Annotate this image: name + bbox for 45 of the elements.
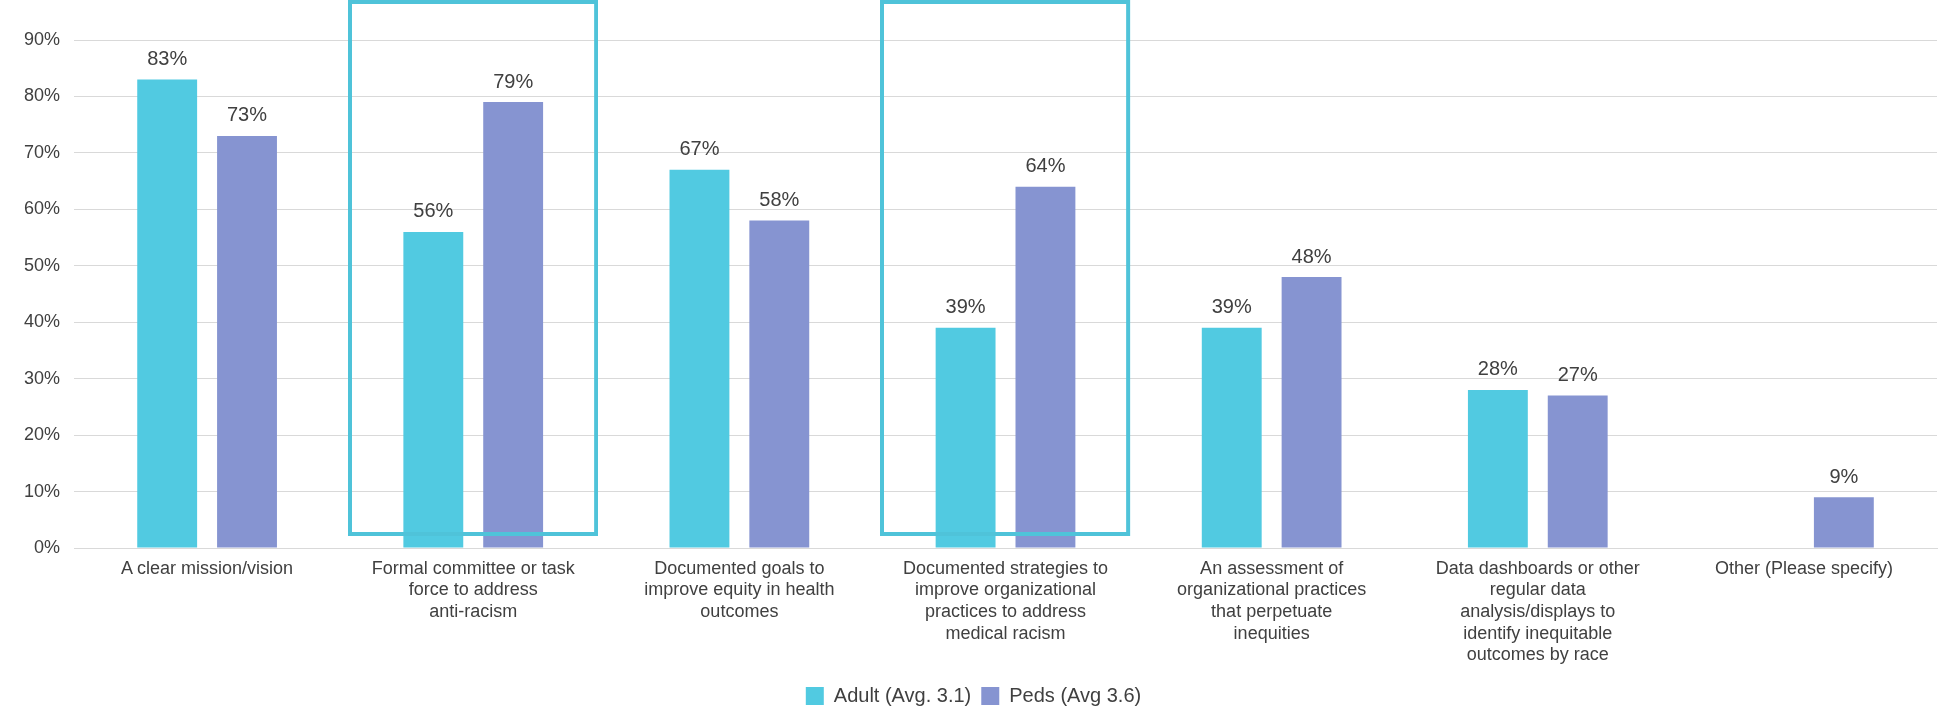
- data-label: 28%: [1477, 357, 1519, 380]
- bar: [403, 231, 464, 548]
- bar: [1201, 327, 1262, 548]
- data-label: 56%: [413, 199, 454, 222]
- data-label: 79%: [493, 69, 534, 92]
- data-label: 73%: [227, 103, 268, 126]
- data-label: 83%: [147, 47, 188, 70]
- data-label: 58%: [759, 188, 800, 211]
- x-tick-label: Data dashboards or other regular data analysis/displays to identify inequitable outcomes by race: [1435, 557, 1640, 665]
- data-label: 48%: [1291, 244, 1332, 267]
- bar: [1281, 277, 1342, 548]
- data-label: 9%: [1829, 464, 1859, 487]
- x-tick-label: Documented goals to improve equity in health outcomes: [644, 557, 835, 621]
- bar: [935, 327, 996, 548]
- x-tick-label: A clear mission/vision: [121, 557, 294, 578]
- y-tick-label: 0%: [34, 536, 61, 557]
- legend-label: Peds (Avg 3.6): [1009, 683, 1142, 706]
- bar: [1467, 389, 1528, 548]
- y-tick-label: 20%: [24, 424, 61, 445]
- y-tick-label: 60%: [24, 198, 61, 219]
- y-tick-label: 30%: [24, 367, 61, 388]
- x-tick-label: Formal committee or task force to address anti-racism: [371, 557, 576, 621]
- bar: [217, 135, 277, 548]
- bar: [749, 220, 810, 548]
- x-tick-label: Other (Please specify): [1714, 557, 1893, 578]
- data-label: 39%: [945, 295, 986, 318]
- x-tick-label: Documented strategies to improve organizational practices to address medical racism: [902, 557, 1109, 643]
- y-tick-label: 50%: [24, 254, 61, 275]
- x-tick-label: An assessment of organizational practices that perpetuate inequities: [1177, 557, 1367, 643]
- bar: [483, 102, 544, 548]
- y-tick-label: 90%: [24, 28, 61, 49]
- y-tick-label: 40%: [24, 311, 61, 332]
- bar: [1015, 186, 1076, 548]
- bar: [1547, 395, 1608, 548]
- data-label: 27%: [1557, 363, 1598, 386]
- data-label: 67%: [679, 137, 720, 160]
- y-tick-label: 70%: [24, 141, 61, 162]
- data-label: 39%: [1211, 295, 1252, 318]
- bar: [1813, 497, 1874, 548]
- y-tick-label: 10%: [24, 480, 61, 501]
- legend-label: Adult (Avg. 3.1): [833, 683, 972, 706]
- bar: [669, 169, 730, 548]
- bar: [137, 79, 198, 548]
- y-tick-label: 80%: [24, 85, 61, 106]
- data-label: 64%: [1025, 154, 1066, 177]
